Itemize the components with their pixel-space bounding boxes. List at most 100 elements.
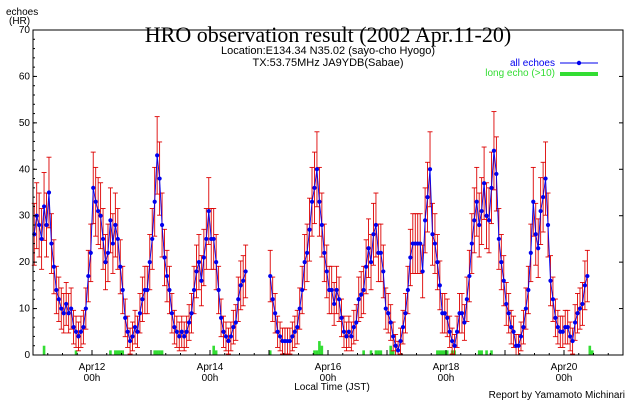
series-line-segment: [424, 197, 429, 221]
data-point: [430, 232, 435, 237]
data-point: [435, 260, 440, 265]
series-line-segment: [164, 257, 168, 277]
data-point: [228, 334, 233, 339]
data-point: [211, 236, 216, 242]
data-point: [568, 334, 573, 339]
long-echo-bar: [114, 350, 117, 355]
data-point: [189, 311, 194, 316]
data-point: [199, 278, 204, 283]
data-point: [346, 329, 351, 334]
long-echo-bar: [74, 350, 78, 355]
data-point: [268, 273, 273, 279]
data-point: [553, 315, 558, 320]
long-echo-bar: [320, 345, 324, 355]
series-line-segment: [436, 262, 441, 286]
long-echo-bar: [490, 350, 493, 355]
data-point: [482, 181, 487, 186]
data-point: [108, 218, 113, 223]
series-line-segment: [137, 313, 141, 332]
long-echo-bar: [214, 350, 218, 355]
data-point: [585, 273, 590, 279]
data-point: [46, 190, 52, 195]
x-tick-label-time: 00h: [438, 373, 455, 384]
data-point: [541, 195, 546, 200]
data-point: [477, 222, 482, 228]
x-tick-label-time: 00h: [202, 373, 219, 384]
series-line-segment: [156, 155, 161, 179]
data-point: [233, 320, 238, 325]
data-point: [332, 301, 337, 307]
series-line-segment: [481, 183, 485, 212]
plot-marks: [31, 111, 594, 356]
series-line-segment: [552, 299, 556, 318]
y-tick-label: 40: [19, 164, 31, 175]
data-point: [494, 171, 499, 177]
data-point: [504, 301, 509, 307]
data-point: [88, 250, 93, 255]
x-tick-label-time: 00h: [84, 373, 101, 384]
series-line-segment: [117, 238, 121, 267]
data-point: [349, 334, 354, 339]
data-point: [297, 306, 302, 311]
series-line-segment: [483, 183, 488, 216]
data-point: [472, 218, 477, 223]
data-point: [486, 218, 492, 223]
data-point: [405, 287, 410, 293]
data-point: [555, 325, 560, 330]
data-point: [96, 208, 101, 214]
data-point: [100, 236, 106, 242]
series-line-segment: [326, 271, 330, 291]
data-point: [150, 236, 155, 242]
series-line-segment: [235, 299, 239, 323]
series-line-segment: [318, 201, 323, 226]
series-line-segment: [109, 220, 114, 244]
data-point: [118, 264, 123, 269]
y-tick-label: 0: [24, 350, 30, 361]
data-point: [533, 232, 538, 237]
series-line-segment: [404, 289, 409, 314]
y-tick-label: 70: [19, 25, 31, 36]
series-line-segment: [527, 252, 532, 291]
data-point: [123, 315, 128, 320]
series-line-segment: [427, 169, 431, 198]
data-point: [408, 255, 413, 260]
series-line-segment: [473, 201, 478, 221]
data-point: [403, 311, 408, 316]
long-echo-bar: [155, 350, 159, 355]
series-line-segment: [107, 220, 111, 253]
series-line-segment: [333, 289, 338, 305]
series-line-segment: [503, 280, 507, 304]
data-point: [78, 329, 84, 334]
data-point: [243, 269, 248, 274]
long-echo-bar: [158, 350, 161, 355]
series-line-segment: [122, 289, 126, 318]
series-line-segment: [296, 308, 301, 328]
data-point: [319, 222, 324, 228]
data-point: [295, 325, 300, 330]
series-line-segment: [341, 317, 345, 332]
long-echo-bar: [374, 350, 378, 355]
series-line-segment: [363, 266, 367, 291]
series-line-segment: [237, 285, 242, 300]
data-point: [191, 287, 197, 293]
data-point: [184, 329, 189, 334]
data-point: [391, 334, 396, 339]
series-line-segment: [269, 276, 274, 300]
long-echo-bar: [318, 341, 321, 355]
series-line-segment: [154, 155, 158, 202]
series-line-segment: [321, 224, 325, 253]
data-point: [81, 325, 86, 330]
series-line-segment: [419, 243, 424, 272]
series-line-segment: [370, 234, 374, 263]
series-line-segment: [382, 271, 387, 309]
data-point: [71, 325, 76, 330]
y-axis-label-line2: (HR): [9, 16, 30, 27]
series-line-segment: [454, 331, 458, 346]
data-point: [351, 325, 356, 330]
series-line-segment: [301, 262, 306, 291]
data-point: [214, 260, 219, 265]
long-echo-bar: [441, 350, 444, 355]
series-line-segment: [112, 224, 116, 244]
data-point: [49, 241, 54, 246]
data-point: [317, 199, 322, 204]
